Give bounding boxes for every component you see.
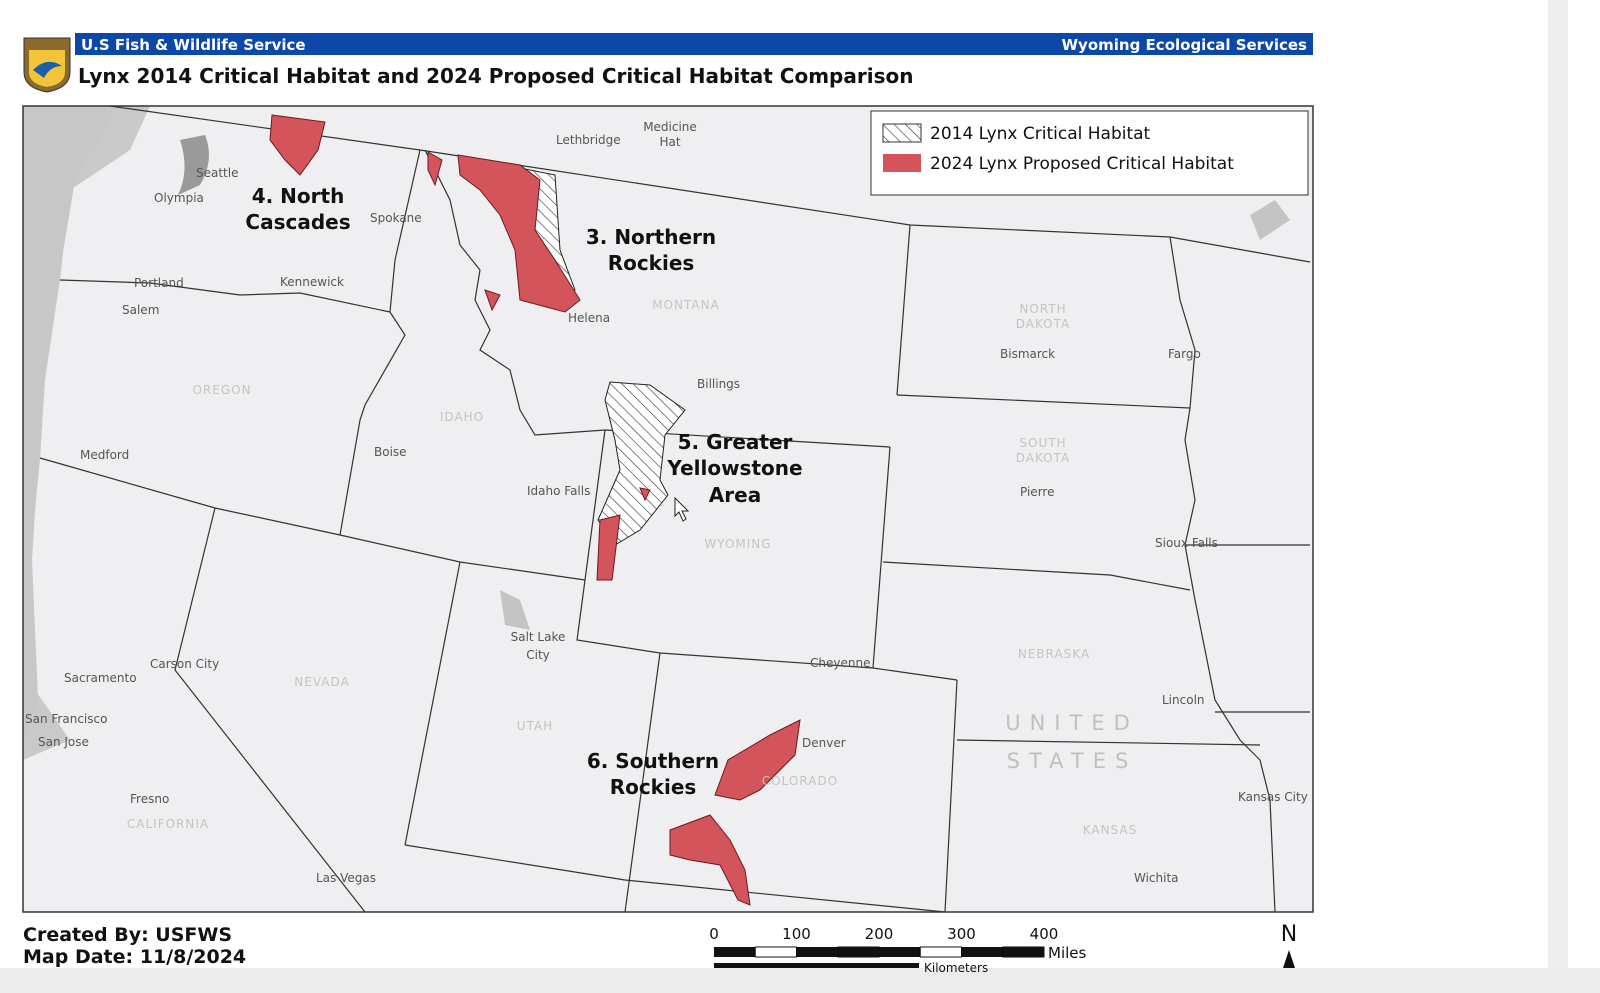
unit-label: Cascades xyxy=(245,210,350,234)
state: NORTH xyxy=(1019,302,1066,316)
north-arrow xyxy=(1283,950,1295,968)
habitat-2024 xyxy=(269,114,801,906)
scale-unit: Kilometers xyxy=(924,961,988,975)
km-bar xyxy=(714,963,919,968)
city: Seattle xyxy=(196,166,238,180)
city: Kansas City xyxy=(1238,790,1308,804)
state: MONTANA xyxy=(652,298,720,312)
scale-segment xyxy=(1002,946,1045,958)
legend-label: 2024 Lynx Proposed Critical Habitat xyxy=(930,154,1234,174)
scale-segment xyxy=(961,947,1003,957)
legend-swatch xyxy=(883,154,921,172)
state: OREGON xyxy=(192,383,251,397)
scale-segment xyxy=(714,947,756,957)
cursor xyxy=(674,496,690,522)
scrollbar[interactable] xyxy=(1548,0,1568,993)
city: San Jose xyxy=(38,735,89,749)
scale-segment xyxy=(879,947,921,957)
unit-label: 5. Greater xyxy=(678,430,793,454)
city: Medford xyxy=(80,448,129,462)
state: NEVADA xyxy=(294,675,349,689)
city: City xyxy=(526,648,550,662)
unit-label: 6. Southern xyxy=(587,749,719,773)
city: Idaho Falls xyxy=(527,484,590,498)
state: KANSAS xyxy=(1083,823,1138,837)
scale-segment xyxy=(754,946,797,958)
state: WYOMING xyxy=(704,537,771,551)
city: Denver xyxy=(802,736,846,750)
created-by: Created By: USFWS xyxy=(23,924,232,946)
city: Bismarck xyxy=(1000,347,1055,361)
city: Sacramento xyxy=(64,671,137,685)
city: Carson City xyxy=(150,657,219,671)
city: Portland xyxy=(134,276,184,290)
scale-segment xyxy=(919,946,962,958)
map: Seattle Olympia Spokane Portland Kennewi… xyxy=(23,106,1313,912)
scale-tick-label: 300 xyxy=(947,925,976,943)
city: Lethbridge xyxy=(556,133,621,147)
unit-label: Rockies xyxy=(610,775,697,799)
city: Salem xyxy=(122,303,159,317)
city: Salt Lake xyxy=(511,630,566,644)
state: COLORADO xyxy=(762,774,838,788)
north-arrow: N xyxy=(1281,922,1297,947)
city: Boise xyxy=(374,445,407,459)
country: UNITED xyxy=(1005,711,1139,735)
map-date: Map Date: 11/8/2024 xyxy=(23,946,246,968)
state: SOUTH xyxy=(1019,436,1066,450)
city: Las Vegas xyxy=(316,871,376,885)
legend-label: 2014 Lynx Critical Habitat xyxy=(930,124,1151,144)
city: Cheyenne xyxy=(810,656,870,670)
state: DAKOTA xyxy=(1016,317,1071,331)
city: Wichita xyxy=(1134,871,1179,885)
scale-unit: Miles xyxy=(1048,944,1087,962)
city: Fresno xyxy=(130,792,169,806)
legend: 2014 Lynx Critical Habitat 2024 Lynx Pro… xyxy=(870,110,1309,196)
logo xyxy=(23,37,71,93)
city: Lincoln xyxy=(1162,693,1205,707)
state: IDAHO xyxy=(440,410,484,424)
city: Olympia xyxy=(154,191,204,205)
map-frame xyxy=(22,105,1314,913)
city: Helena xyxy=(568,311,610,325)
unit-label: 4. North xyxy=(252,184,345,208)
country: STATES xyxy=(1007,749,1138,773)
unit-label: Rockies xyxy=(608,251,695,275)
city: Hat xyxy=(659,135,680,149)
unit-label: Yellowstone xyxy=(666,456,802,480)
header-bar xyxy=(75,33,1313,55)
title: Lynx 2014 Critical Habitat and 2024 Prop… xyxy=(78,64,913,88)
legend-swatch xyxy=(882,123,922,143)
scale-segment xyxy=(796,947,838,957)
state: DAKOTA xyxy=(1016,451,1071,465)
office: Wyoming Ecological Services xyxy=(1062,36,1308,54)
scale-tick-label: 0 xyxy=(709,925,719,943)
city: Sioux Falls xyxy=(1155,536,1218,550)
city: Kennewick xyxy=(280,275,344,289)
scale-segment xyxy=(837,946,880,958)
agency: U.S Fish & Wildlife Service xyxy=(81,36,306,54)
state: NEBRASKA xyxy=(1018,647,1090,661)
city: Medicine xyxy=(643,120,697,134)
scale-tick-label: 100 xyxy=(782,925,811,943)
city: San Francisco xyxy=(25,712,107,726)
city: Spokane xyxy=(370,211,422,225)
scale-tick-label: 200 xyxy=(865,925,894,943)
bottom-bar xyxy=(0,968,1600,993)
unit-label: 3. Northern xyxy=(586,225,716,249)
unit-label: Area xyxy=(709,483,761,507)
scale-bar: 0 100 200 300 400 xyxy=(709,925,1058,968)
scale-tick-label: 400 xyxy=(1030,925,1059,943)
city: Fargo xyxy=(1168,347,1201,361)
habitat-2014 xyxy=(597,381,686,546)
state: UTAH xyxy=(517,719,553,733)
city: Billings xyxy=(697,377,740,391)
state: CALIFORNIA xyxy=(127,817,209,831)
city: Pierre xyxy=(1020,485,1054,499)
